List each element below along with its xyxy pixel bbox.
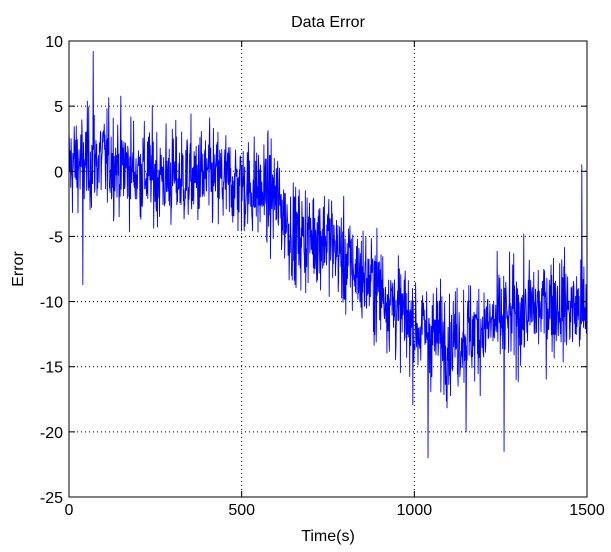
x-tick-label: 1000 xyxy=(397,502,433,519)
y-tick-label: -20 xyxy=(40,425,63,442)
x-tick-label: 0 xyxy=(65,502,74,519)
chart-title: Data Error xyxy=(291,14,365,31)
y-tick-label: 5 xyxy=(54,99,63,116)
x-tick-label: 1500 xyxy=(569,502,605,519)
grid-layer xyxy=(69,41,587,497)
tick-layer xyxy=(68,40,588,498)
x-tick-label: 500 xyxy=(228,502,255,519)
series-layer xyxy=(69,50,587,459)
y-tick-label: 0 xyxy=(54,164,63,181)
y-tick-label: -25 xyxy=(40,490,63,507)
y-tick-label: -15 xyxy=(40,360,63,377)
axes-background xyxy=(69,41,587,497)
y-tick-label: -5 xyxy=(49,229,63,246)
plot-area xyxy=(68,40,588,498)
x-axis-title: Time(s) xyxy=(301,528,355,545)
label-layer: 0 500 1000 1500 10 5 0 -5 -10 -15 -20 -25 xyxy=(40,34,605,519)
y-tick-label: -10 xyxy=(40,295,63,312)
axes-frame xyxy=(68,40,588,498)
series-line xyxy=(69,50,587,459)
y-tick-label: 10 xyxy=(45,34,63,51)
y-axis-title: Error xyxy=(10,251,27,287)
